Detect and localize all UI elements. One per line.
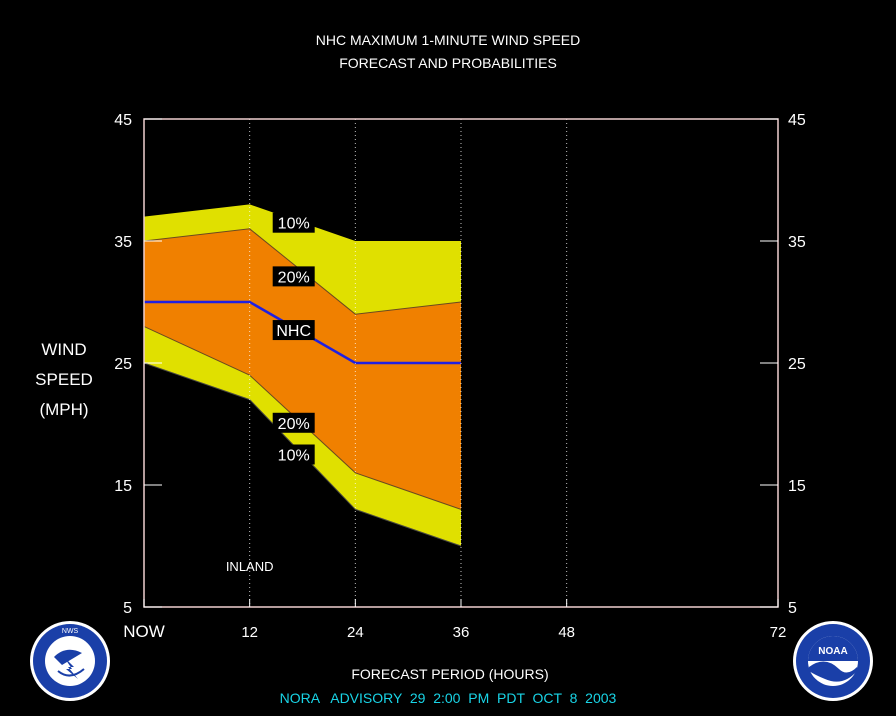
band-label-box	[272, 412, 315, 433]
y-tick-label-right: 35	[788, 234, 806, 251]
x-axis-label: FORECAST PERIOD (HOURS)	[351, 666, 548, 682]
band-label: 20%	[278, 269, 310, 286]
band-label: 10%	[278, 216, 310, 233]
plot-area: 5 5 15 15 25 25 35 35 45 45 NOW 12 24 36 48 72 10% 20% NHC…	[114, 112, 806, 641]
x-tick-label: 12	[241, 624, 258, 641]
y-tick-label-left: 35	[114, 234, 132, 251]
y-tick-label-left: 25	[114, 356, 132, 373]
advisory-line: NORA ADVISORY 29 2:00 PM PDT OCT 8 2003	[280, 690, 617, 706]
y-tick-label-right: 5	[788, 600, 797, 617]
nws-logo-lettering: NWS	[62, 628, 79, 635]
nws-logo: NWS	[30, 621, 110, 701]
noaa-logo: NOAA	[793, 621, 873, 701]
y-tick-label-right: 25	[788, 356, 806, 373]
x-tick-label: 48	[558, 624, 575, 641]
x-tick-label: 72	[770, 624, 787, 641]
y-tick-label-left: 15	[114, 478, 132, 495]
y-tick-label-right: 15	[788, 478, 806, 495]
y-axis-label-line1: WIND	[41, 340, 86, 359]
band-label-box	[272, 444, 315, 465]
y-tick-label-left: 5	[123, 600, 132, 617]
chart-title-line1: NHC MAXIMUM 1-MINUTE WIND SPEED	[316, 32, 580, 48]
band-label: 20%	[278, 416, 310, 433]
inland-label: INLAND	[226, 559, 274, 574]
band-20-percent	[144, 228, 461, 510]
y-axis-label-line2: SPEED	[35, 370, 93, 389]
band-label-box	[272, 266, 315, 287]
band-label: 10%	[278, 448, 310, 465]
band-label-box	[272, 212, 315, 233]
y-axis-label-line3: (MPH)	[39, 400, 88, 419]
x-tick-label: 36	[453, 624, 470, 641]
y-tick-label-right: 45	[788, 112, 806, 129]
y-tick-label-left: 45	[114, 112, 132, 129]
band-label: NHC	[276, 323, 311, 340]
band-label-box	[272, 320, 315, 341]
x-tick-label: 24	[347, 624, 364, 641]
x-tick-label: NOW	[123, 622, 165, 641]
chart-title-line2: FORECAST AND PROBABILITIES	[339, 55, 557, 71]
noaa-logo-lettering: NOAA	[818, 646, 847, 657]
